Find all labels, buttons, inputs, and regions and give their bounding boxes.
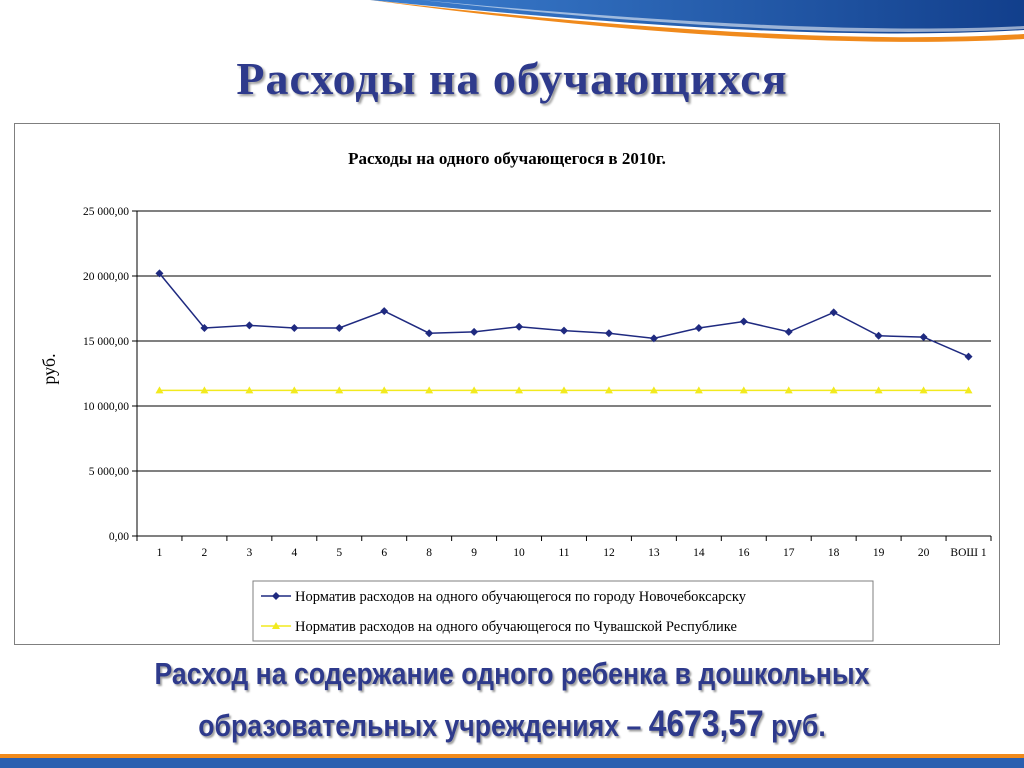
x-tick-labels: 1 2 3 4 5 6 8 9 10 11 12 13 14 16 17 18 19 20 ВОШ 1 <box>157 547 987 559</box>
footer-line-2: образовательных учреждениях – 4673,57 ру… <box>72 703 953 745</box>
data-point <box>874 331 883 340</box>
legend-marker-republic <box>272 622 280 629</box>
y-tick-label: 0,00 <box>109 531 129 543</box>
x-tick-label: 3 <box>246 547 252 559</box>
x-tick-label: 16 <box>738 547 750 559</box>
data-point <box>560 326 568 335</box>
y-tick-label: 20 000,00 <box>83 271 129 283</box>
data-point <box>829 386 838 394</box>
chart-title: Расходы на одного обучающегося в 2010г. <box>348 149 666 168</box>
data-point <box>380 386 389 394</box>
y-tick-label: 15 000,00 <box>83 336 129 348</box>
data-point <box>515 386 524 394</box>
y-tick-labels: 25 000,00 20 000,00 15 000,00 10 000,00 5 00… <box>83 206 129 543</box>
footer-line-1: Расход на содержание одного ребенка в до… <box>154 656 870 691</box>
y-tick-label: 25 000,00 <box>83 206 129 218</box>
data-point <box>290 386 299 394</box>
x-tick-label: 2 <box>202 547 208 559</box>
data-point <box>829 308 838 317</box>
legend-box <box>252 580 874 642</box>
y-axis-label: руб. <box>39 353 59 384</box>
data-point <box>200 386 209 394</box>
x-tick-label: ВОШ 1 <box>950 547 986 559</box>
legend: Норматив расходов на одного обучающегося… <box>252 580 874 642</box>
x-tick-label: 1 <box>157 547 163 559</box>
legend-label-city: Норматив расходов на одного обучающегося… <box>295 589 747 605</box>
legend-label-republic: Норматив расходов на одного обучающегося… <box>295 619 737 635</box>
data-point <box>425 386 434 394</box>
x-tick-label: 4 <box>291 547 297 559</box>
data-point <box>649 386 658 394</box>
y-tick-label: 5 000,00 <box>89 466 130 478</box>
x-tick-label: 8 <box>426 547 432 559</box>
x-tick-label: 14 <box>693 547 705 559</box>
bottom-stripe-decoration <box>0 754 1024 768</box>
data-point <box>694 324 703 332</box>
data-point <box>739 317 748 326</box>
legend-marker-city <box>272 592 280 600</box>
data-point <box>245 321 254 330</box>
top-swoosh-decoration <box>370 0 1024 42</box>
data-point <box>470 327 479 336</box>
x-tick-label: 12 <box>603 547 615 559</box>
x-tick-label: 9 <box>471 547 477 559</box>
x-tick-label: 20 <box>918 547 930 559</box>
data-point <box>425 329 434 338</box>
data-point <box>290 324 299 332</box>
data-point <box>515 322 524 331</box>
data-point <box>604 329 613 338</box>
y-tick-label: 10 000,00 <box>83 401 129 413</box>
data-point <box>964 352 973 361</box>
data-point <box>470 386 479 394</box>
data-point <box>919 333 928 342</box>
data-point <box>649 334 658 343</box>
x-tick-label: 10 <box>513 547 525 559</box>
data-point <box>784 386 793 394</box>
x-tick-label: 5 <box>336 547 342 559</box>
x-tick-label: 17 <box>783 547 795 559</box>
chart-frame: Расходы на одного обучающегося в 2010г. … <box>14 123 1000 645</box>
x-tick-label: 13 <box>648 547 660 559</box>
data-point <box>245 386 254 394</box>
expenses-line-chart: Расходы на одного обучающегося в 2010г. … <box>39 149 992 642</box>
data-point <box>380 307 389 316</box>
x-tick-label: 11 <box>558 547 569 559</box>
data-point <box>739 386 748 394</box>
data-point <box>155 386 164 394</box>
data-point <box>560 386 568 394</box>
data-point <box>694 386 703 394</box>
data-point <box>155 269 164 278</box>
data-point <box>335 324 344 332</box>
legend-entry-republic: Норматив расходов на одного обучающегося… <box>261 619 737 635</box>
slide-title: Расходы на обучающихся <box>236 53 788 104</box>
data-point <box>919 386 928 394</box>
data-point <box>200 324 209 332</box>
data-point <box>874 386 883 394</box>
footer-prefix: образовательных учреждениях – <box>198 708 649 743</box>
data-point <box>784 327 793 336</box>
footer-suffix: руб. <box>763 708 826 743</box>
x-tick-label: 19 <box>873 547 885 559</box>
series-layer <box>155 269 973 394</box>
grid-lines <box>132 210 992 541</box>
data-point <box>964 386 973 394</box>
data-point <box>604 386 613 394</box>
series-line-0 <box>158 272 969 358</box>
x-tick-label: 18 <box>828 547 840 559</box>
legend-entry-city: Норматив расходов на одного обучающегося… <box>261 589 747 605</box>
footer-amount: 4673,57 <box>648 703 764 744</box>
data-point <box>335 386 344 394</box>
x-tick-label: 6 <box>381 547 387 559</box>
